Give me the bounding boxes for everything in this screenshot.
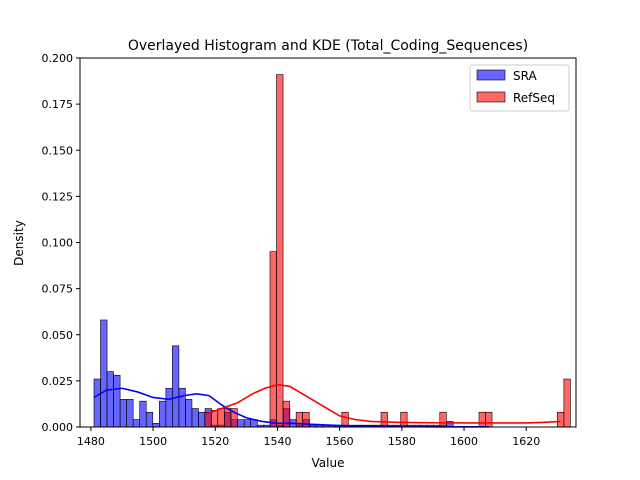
plot-frame <box>79 57 577 428</box>
y-tick-label: 0.200 <box>42 52 74 65</box>
x-tick-label: 1580 <box>388 435 416 448</box>
y-axis-label: Density <box>12 220 26 266</box>
bar-refseq <box>269 251 277 428</box>
bar-sra <box>237 419 245 428</box>
x-tick-label: 1500 <box>139 435 167 448</box>
bar-sra <box>243 419 252 428</box>
histogram-bars <box>93 74 571 428</box>
bar-refseq <box>276 74 284 428</box>
y-tick-label: 0.025 <box>42 375 74 388</box>
bar-sra <box>126 399 134 428</box>
bar-refseq <box>341 411 349 428</box>
bar-sra <box>145 411 154 428</box>
kde-line-sra <box>93 387 489 428</box>
chart-title: Overlayed Histogram and KDE (Total_Codin… <box>128 38 528 54</box>
bar-sra <box>185 399 193 428</box>
bar-sra <box>198 411 206 428</box>
y-tick-label: 0.075 <box>42 283 74 296</box>
bar-sra <box>106 371 114 428</box>
bar-refseq <box>204 411 212 428</box>
bar-sra <box>178 387 186 428</box>
y-tick-label: 0.050 <box>42 329 74 342</box>
y-tick-label: 0.125 <box>42 190 74 203</box>
legend-swatch-sra <box>476 69 506 81</box>
x-tick-label: 1540 <box>263 435 291 448</box>
bar-refseq <box>485 411 493 428</box>
legend: SRA RefSeq <box>469 64 570 112</box>
y-tick-label: 0.150 <box>42 144 74 157</box>
legend-label-refseq: RefSeq <box>513 91 555 105</box>
bar-refseq <box>210 410 219 428</box>
legend-label-sra: SRA <box>513 69 537 83</box>
y-tick-label: 0.175 <box>42 98 74 111</box>
x-axis: 1480 1500 1520 1540 1560 1580 1600 1620 <box>77 427 540 448</box>
bar-sra <box>165 387 173 428</box>
bar-sra <box>119 399 127 428</box>
kde-line-refseq <box>205 383 561 424</box>
bar-sra <box>191 408 199 428</box>
bar-sra <box>132 419 141 428</box>
bar-refseq <box>557 411 565 428</box>
x-tick-label: 1620 <box>512 435 540 448</box>
bar-refseq <box>380 411 388 428</box>
bar-refseq <box>400 411 408 428</box>
bar-sra <box>113 375 121 428</box>
bar-sra <box>172 345 180 428</box>
bar-refseq <box>563 378 571 428</box>
bar-sra <box>93 378 101 428</box>
bar-sra <box>100 319 108 428</box>
legend-swatch-refseq <box>476 91 506 103</box>
bar-refseq <box>439 411 447 428</box>
x-tick-label: 1480 <box>77 435 105 448</box>
bar-refseq <box>217 408 225 428</box>
x-tick-label: 1520 <box>201 435 229 448</box>
bar-refseq <box>223 408 232 428</box>
bar-sra <box>139 400 147 428</box>
kde-curves <box>93 383 561 428</box>
bar-refseq <box>478 411 486 428</box>
y-tick-label: 0.100 <box>42 237 74 250</box>
x-tick-label: 1600 <box>450 435 478 448</box>
bar-refseq <box>295 411 303 428</box>
y-axis: 0.000 0.025 0.050 0.075 0.100 0.125 0.150 0.175… <box>42 52 80 434</box>
bar-sra <box>159 400 167 428</box>
x-axis-label: Value <box>312 456 345 470</box>
bar-sra <box>152 423 160 428</box>
x-tick-label: 1560 <box>326 435 354 448</box>
y-tick-label: 0.000 <box>42 421 74 434</box>
